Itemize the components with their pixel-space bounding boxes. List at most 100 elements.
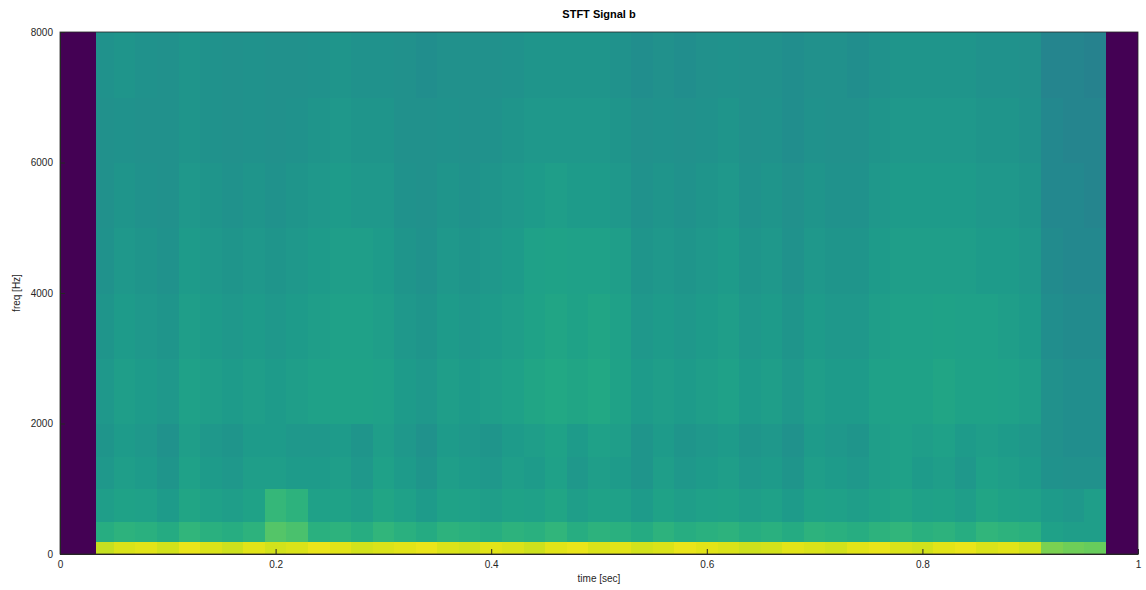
cell <box>653 163 675 229</box>
cell <box>480 228 502 294</box>
cell <box>373 293 395 359</box>
cell <box>243 293 265 359</box>
cell <box>222 541 244 554</box>
cell <box>114 489 136 522</box>
cell <box>588 489 610 522</box>
cell <box>394 541 416 554</box>
cell <box>157 456 179 489</box>
cell <box>243 32 265 98</box>
cell <box>135 424 157 457</box>
cell <box>502 521 524 541</box>
cell <box>933 456 955 489</box>
cell <box>114 456 136 489</box>
cell <box>135 293 157 359</box>
cell <box>243 97 265 163</box>
cell <box>782 163 804 229</box>
cell <box>179 97 201 163</box>
cell <box>1063 293 1085 359</box>
cell <box>653 228 675 294</box>
cell <box>545 541 567 554</box>
cell <box>416 293 438 359</box>
chart: 00.20.40.60.8102000400060008000STFT Sign… <box>0 0 1146 590</box>
x-tick: 1 <box>1136 549 1142 570</box>
cell <box>480 163 502 229</box>
cell <box>200 358 222 424</box>
cell <box>222 489 244 522</box>
cell <box>631 456 653 489</box>
cell <box>1063 32 1085 98</box>
cell <box>761 293 783 359</box>
cell <box>955 293 977 359</box>
cell <box>1084 293 1106 359</box>
cell <box>653 32 675 98</box>
cell <box>1041 521 1063 541</box>
cell <box>610 32 632 98</box>
cell <box>545 293 567 359</box>
cell <box>157 541 179 554</box>
cell <box>890 32 912 98</box>
cell <box>610 424 632 457</box>
cell <box>1084 32 1106 98</box>
cell <box>265 163 287 229</box>
cell <box>60 32 96 98</box>
cell <box>976 456 998 489</box>
cell <box>114 228 136 294</box>
cell <box>631 358 653 424</box>
cell <box>330 293 352 359</box>
cell <box>718 163 740 229</box>
cell <box>674 541 696 554</box>
cell <box>1084 358 1106 424</box>
cell <box>696 163 718 229</box>
cell <box>825 358 847 424</box>
cell <box>782 541 804 554</box>
cell <box>459 97 481 163</box>
cell <box>502 358 524 424</box>
cell <box>998 489 1020 522</box>
cell <box>653 521 675 541</box>
cell <box>286 541 308 554</box>
cell <box>567 541 589 554</box>
cell <box>308 163 330 229</box>
cell <box>782 358 804 424</box>
cell <box>480 293 502 359</box>
cell <box>1084 424 1106 457</box>
cell <box>416 163 438 229</box>
cell <box>588 521 610 541</box>
cell <box>674 163 696 229</box>
cell <box>804 293 826 359</box>
cell <box>825 489 847 522</box>
cell <box>373 489 395 522</box>
cell <box>1041 456 1063 489</box>
cell <box>804 358 826 424</box>
cell <box>782 228 804 294</box>
cell <box>739 228 761 294</box>
cell <box>480 541 502 554</box>
cell <box>1063 521 1085 541</box>
cell <box>351 456 373 489</box>
cell <box>502 456 524 489</box>
cell <box>847 424 869 457</box>
cell <box>286 489 308 522</box>
cell <box>869 163 891 229</box>
cell <box>179 293 201 359</box>
cell <box>437 358 459 424</box>
cell <box>696 293 718 359</box>
cell <box>976 228 998 294</box>
cell <box>976 521 998 541</box>
x-axis: 00.20.40.60.81 <box>58 549 1142 570</box>
cell <box>739 32 761 98</box>
cell <box>416 97 438 163</box>
cell <box>114 163 136 229</box>
cell <box>351 163 373 229</box>
cell <box>782 97 804 163</box>
cell <box>308 293 330 359</box>
cell <box>545 489 567 522</box>
cell <box>373 541 395 554</box>
cell <box>847 32 869 98</box>
cell <box>222 521 244 541</box>
cell <box>955 358 977 424</box>
cell <box>200 424 222 457</box>
cell <box>588 97 610 163</box>
cell <box>933 228 955 294</box>
cell <box>114 97 136 163</box>
